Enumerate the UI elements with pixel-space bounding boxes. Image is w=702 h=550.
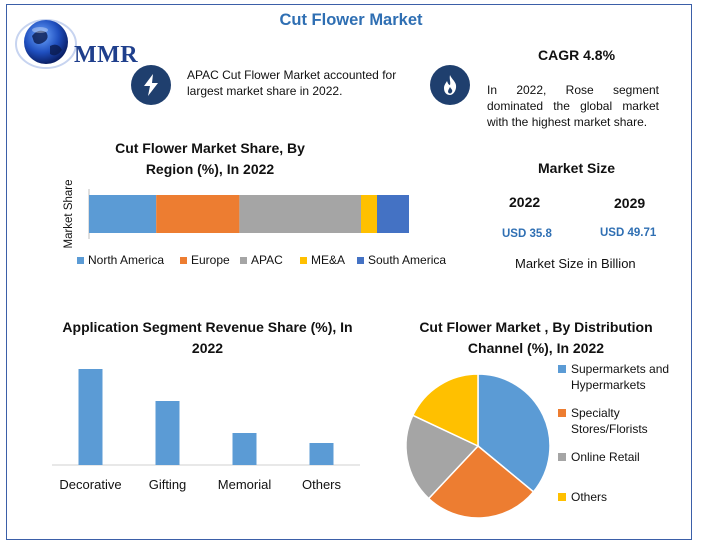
application-bar-gifting — [155, 401, 180, 465]
region-chart: Market Share North America Europe APAC ME&A S… — [63, 179, 446, 267]
application-tick-others: Others — [302, 477, 342, 492]
pie-legend-label-supermarkets-and-hypermarkets: Supermarkets and Hypermarkets — [571, 362, 670, 392]
pie-legend-specialty-stores-florists: Specialty Stores/Florists — [558, 405, 683, 437]
pie-legend-swatch-others — [558, 493, 566, 501]
logo-text: MMR — [74, 42, 139, 68]
pie-legend-swatch-online-retail — [558, 453, 566, 461]
market-size-year-2022: 2022 — [509, 194, 541, 210]
pie-legend-others: Others — [558, 489, 683, 505]
pie-legend-label-others: Others — [571, 490, 608, 504]
region-legend-swatch-meanda — [300, 257, 307, 264]
region-legend-swatch-europe — [180, 257, 187, 264]
market-size-year-2029: 2029 — [614, 195, 646, 211]
region-legend-swatch-apac — [240, 257, 247, 264]
application-chart-title: Application Segment Revenue Share (%), I… — [62, 319, 353, 356]
market-size-unit: Market Size in Billion — [515, 256, 636, 271]
page-frame — [6, 4, 692, 540]
region-legend-europe: Europe — [191, 253, 230, 267]
channel-pie-chart — [405, 373, 551, 519]
pie-slice-others — [411, 373, 479, 448]
region-bar-europe — [156, 195, 240, 233]
pie-slice-specialty-stores-florists — [427, 444, 535, 519]
apac-note: APAC Cut Flower Market accounted for lar… — [187, 68, 397, 98]
channel-legend: Supermarkets and Hypermarkets Specialty S… — [558, 361, 683, 505]
rose-note: In 2022, Rose segment dominated the glob… — [487, 83, 659, 129]
region-legend-swatch-north-america — [77, 257, 84, 264]
region-bar-north-america — [89, 195, 157, 233]
region-bar-meanda — [361, 195, 377, 233]
cagr-label: CAGR 4.8% — [538, 47, 616, 63]
market-size-value-2029: USD 49.71 — [600, 227, 657, 239]
logo: MMR — [14, 12, 154, 72]
lightning-icon — [131, 65, 171, 105]
pie-slice-online-retail — [405, 414, 480, 500]
pie-legend-supermarkets-and-hypermarkets: Supermarkets and Hypermarkets — [558, 361, 683, 393]
pie-slice-supermarkets-and-hypermarkets — [477, 373, 551, 493]
application-tick-gifting: Gifting — [149, 477, 187, 492]
market-size-heading: Market Size — [538, 160, 616, 176]
application-tick-memorial: Memorial — [218, 477, 272, 492]
region-legend-swatch-south-america — [357, 257, 364, 264]
region-bar-south-america — [377, 195, 409, 233]
pie-legend-label-specialty-stores-florists: Specialty Stores/Florists — [571, 406, 648, 436]
region-legend-apac: APAC — [251, 253, 283, 267]
region-legend-south-america: South America — [368, 253, 446, 267]
application-chart: Decorative Gifting Memorial Others — [52, 369, 360, 492]
page-title: Cut Flower Market — [279, 11, 423, 29]
pie-legend-swatch-specialty-stores-florists — [558, 409, 566, 417]
channel-chart-title: Cut Flower Market , By Distribution Chan… — [419, 319, 653, 356]
application-tick-decorative: Decorative — [59, 477, 121, 492]
region-chart-title: Cut Flower Market Share, By Region (%), … — [115, 140, 305, 177]
region-ylabel: Market Share — [63, 179, 75, 248]
pie-legend-label-online-retail: Online Retail — [571, 450, 640, 464]
pie-legend-swatch-supermarkets-and-hypermarkets — [558, 365, 566, 373]
market-size-value-2022: USD 35.8 — [502, 228, 552, 240]
application-bar-memorial — [232, 433, 257, 465]
region-legend-meanda: ME&A — [311, 253, 345, 267]
region-bar-apac — [239, 195, 361, 233]
region-legend-north-america: North America — [88, 253, 164, 267]
application-bar-decorative — [78, 369, 103, 465]
pie-legend-online-retail: Online Retail — [558, 449, 683, 465]
globe-icon — [15, 19, 77, 69]
flame-icon — [430, 65, 470, 105]
application-bar-others — [309, 443, 334, 465]
